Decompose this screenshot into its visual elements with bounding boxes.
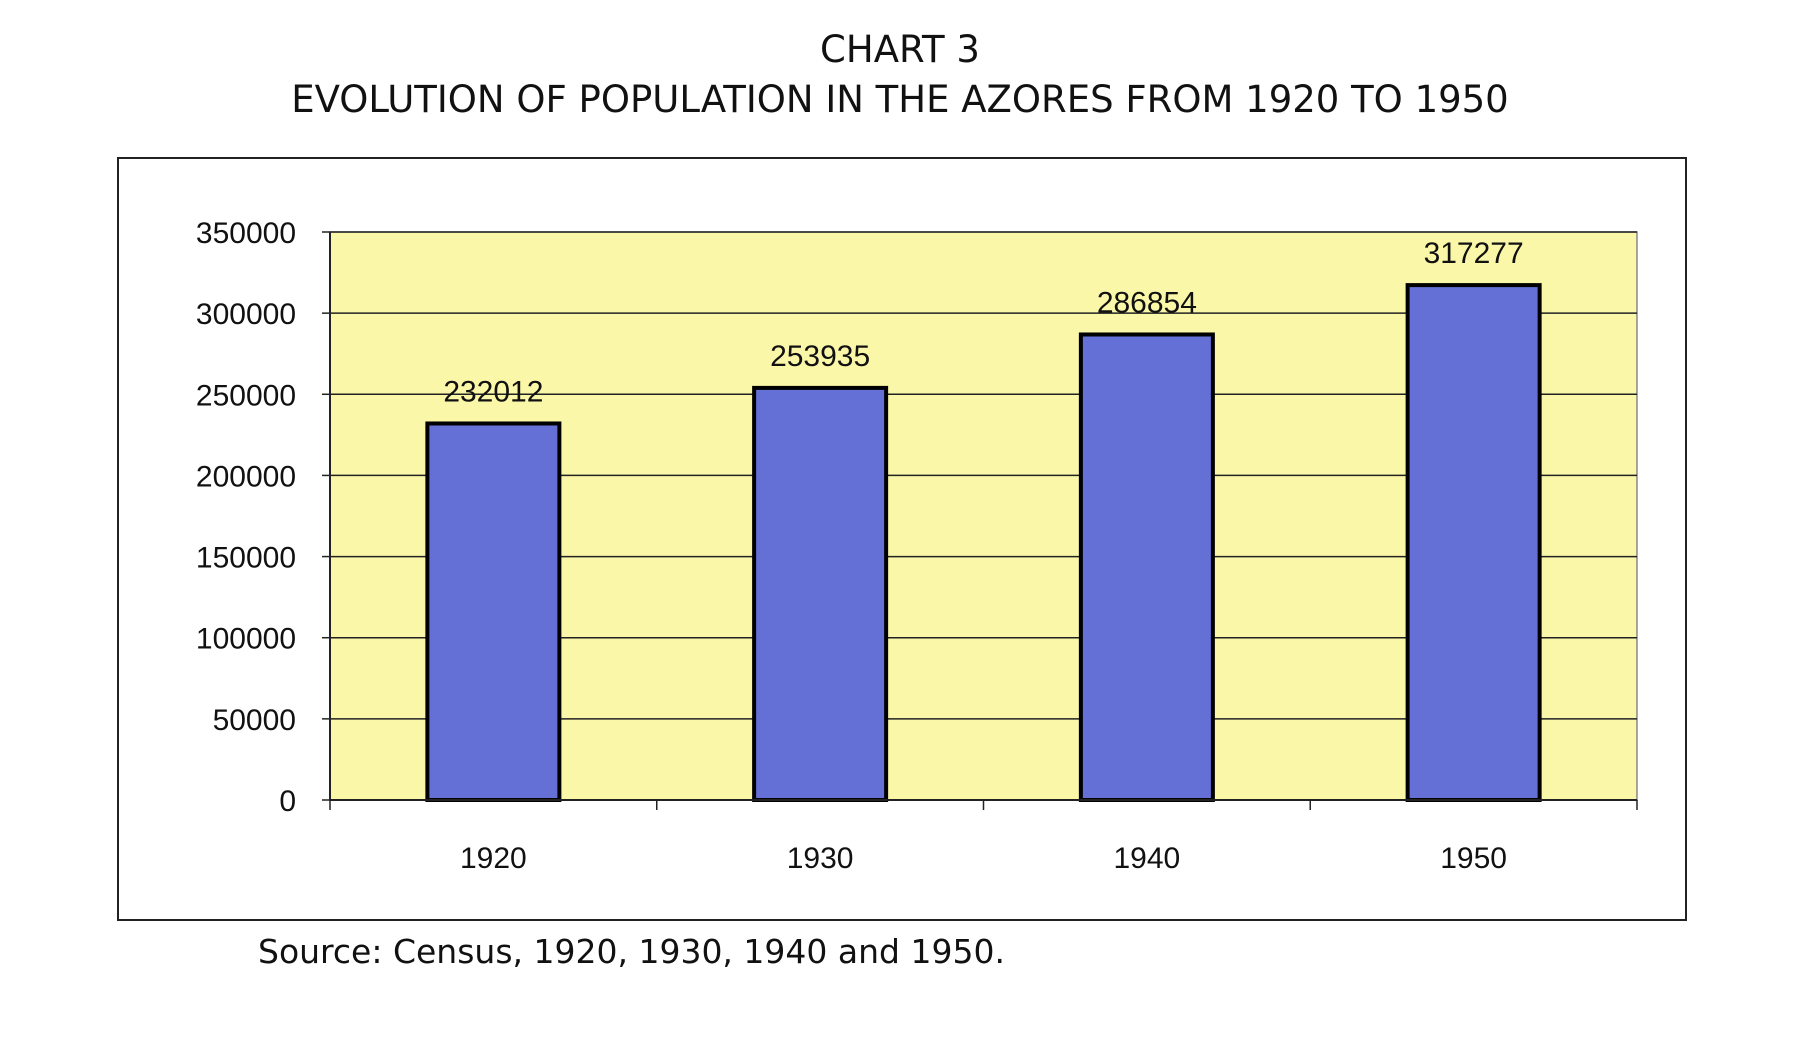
bar	[1405, 283, 1542, 803]
axes	[322, 231, 1638, 810]
y-tick-label: 250000	[196, 379, 296, 412]
data-label: 286854	[1097, 286, 1197, 319]
y-tick-label: 100000	[196, 623, 296, 656]
x-tick-label: 1940	[1114, 842, 1181, 875]
y-tick-label: 150000	[196, 542, 296, 575]
chart-subtitle: EVOLUTION OF POPULATION IN THE AZORES FR…	[291, 78, 1509, 121]
bar	[752, 385, 889, 802]
y-tick-label: 0	[279, 785, 296, 818]
bar	[425, 421, 562, 802]
y-tick-label: 300000	[196, 298, 296, 331]
data-label: 232012	[443, 375, 543, 408]
chart-title: CHART 3	[820, 28, 980, 71]
x-tick-label: 1930	[787, 842, 854, 875]
x-tick-label: 1950	[1440, 842, 1507, 875]
y-tick-label: 200000	[196, 460, 296, 493]
bar	[1078, 332, 1215, 802]
source-note: Source: Census, 1920, 1930, 1940 and 195…	[258, 932, 1005, 971]
data-label: 317277	[1424, 237, 1524, 270]
labels: 0 50000 100000 150000 200000 250000 300000 3500…	[196, 217, 1524, 875]
data-label: 253935	[770, 340, 870, 373]
x-tick-label: 1920	[460, 842, 527, 875]
y-tick-label: 50000	[213, 704, 296, 737]
y-tick-label: 350000	[196, 217, 296, 250]
